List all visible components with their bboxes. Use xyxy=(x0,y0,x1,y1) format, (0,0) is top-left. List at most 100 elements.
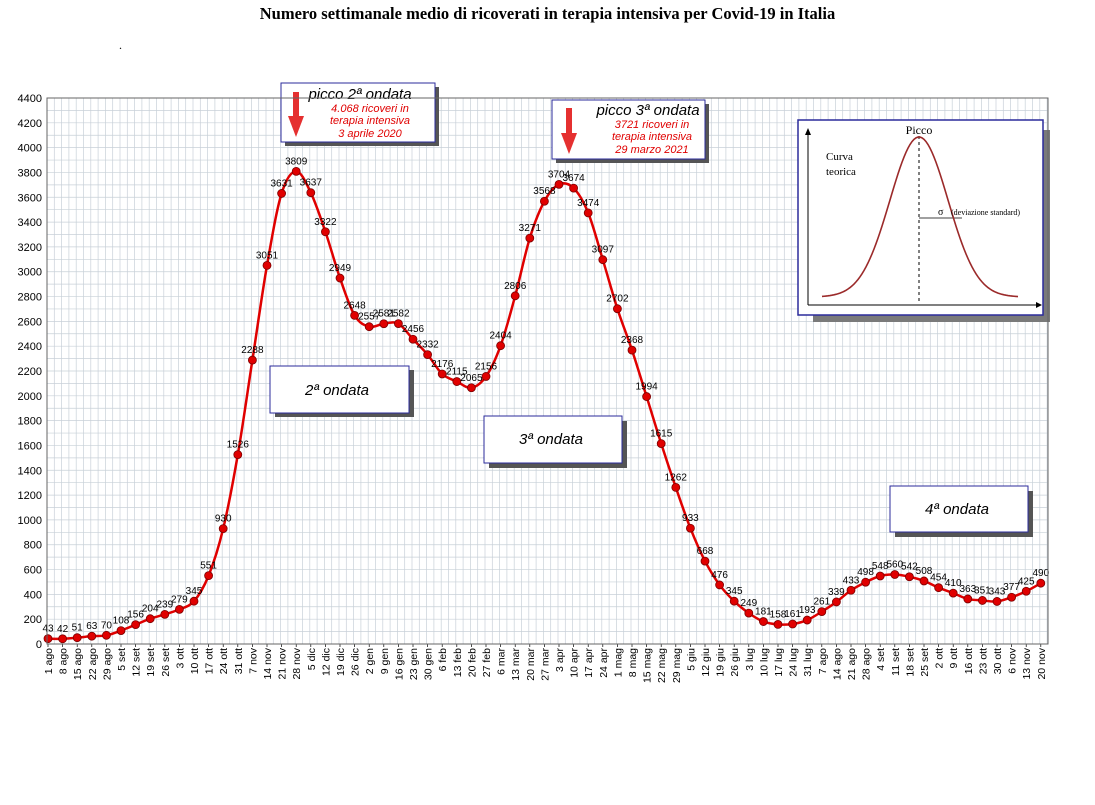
x-tick-label: 26 giu xyxy=(729,648,741,677)
peak3-title: picco 3ª ondata xyxy=(595,102,699,119)
data-label: 3271 xyxy=(519,223,542,234)
wave3-box: 3ª ondata xyxy=(483,415,627,468)
x-tick-label: 3 apr xyxy=(554,648,566,672)
data-label: 249 xyxy=(740,598,757,609)
x-tick-label: 1 ago xyxy=(43,648,55,674)
data-label: 454 xyxy=(930,573,947,584)
x-tick-label: 13 nov xyxy=(1021,647,1033,679)
x-tick-label: 19 giu xyxy=(715,648,727,677)
data-label: 3474 xyxy=(577,198,600,209)
data-label: 668 xyxy=(697,546,714,557)
data-label: 1615 xyxy=(650,429,673,440)
x-tick-label: 2 gen xyxy=(364,648,376,674)
data-label: 279 xyxy=(171,594,188,605)
y-tick-label: 2600 xyxy=(18,316,42,328)
data-point xyxy=(408,334,418,344)
y-tick-label: 3600 xyxy=(18,192,42,204)
data-point xyxy=(540,196,549,206)
x-tick-label: 3 lug xyxy=(744,648,756,671)
x-tick-label: 12 giu xyxy=(700,648,712,677)
x-tick-label: 10 lug xyxy=(758,648,770,677)
x-tick-label: 4 set xyxy=(875,648,887,671)
data-point xyxy=(277,189,287,198)
peak3-line2: terapia intensiva xyxy=(612,131,692,143)
data-point xyxy=(744,608,754,618)
y-tick-label: 1400 xyxy=(18,465,42,477)
x-tick-label: 27 feb xyxy=(481,648,493,677)
inset-sigma: σ xyxy=(938,207,944,218)
x-tick-label: 28 nov xyxy=(291,647,303,679)
x-tick-label: 25 set xyxy=(919,648,931,677)
data-point xyxy=(1007,592,1016,602)
data-point xyxy=(437,369,447,379)
chart-title: Numero settimanale medio di ricoverati i… xyxy=(259,4,836,23)
data-label: 560 xyxy=(886,560,903,571)
data-label: 2702 xyxy=(606,294,629,305)
x-tick-label: 31 ott xyxy=(233,648,245,674)
y-tick-label: 1200 xyxy=(18,490,42,502)
data-label: 3568 xyxy=(533,186,556,197)
y-tick-label: 1800 xyxy=(18,416,42,428)
y-tick-label: 1600 xyxy=(18,440,42,452)
x-tick-label: 19 set xyxy=(145,648,157,677)
data-point xyxy=(715,580,724,590)
inset-curve-label-2: teorica xyxy=(826,166,856,178)
data-point xyxy=(291,166,301,176)
data-point xyxy=(759,617,768,626)
data-label: 42 xyxy=(57,624,69,635)
data-point xyxy=(583,208,593,218)
data-point xyxy=(58,634,67,644)
data-label: 345 xyxy=(186,586,203,597)
data-label: 2648 xyxy=(343,300,366,311)
data-label: 1526 xyxy=(227,440,250,451)
data-label: 108 xyxy=(113,616,130,627)
data-point xyxy=(554,179,564,189)
x-tick-label: 7 ago xyxy=(817,648,829,674)
data-point xyxy=(729,596,739,606)
y-tick-label: 4200 xyxy=(18,118,42,130)
data-point xyxy=(656,439,666,448)
data-labels: 43 42 51 63 70 108156204239279345551930152622… xyxy=(42,156,1049,634)
data-label: 339 xyxy=(828,587,845,598)
x-tick-label: 14 nov xyxy=(262,647,274,679)
x-tick-label: 6 nov xyxy=(1007,647,1019,673)
data-point xyxy=(43,634,53,644)
data-label: 3704 xyxy=(548,169,571,180)
data-label: 204 xyxy=(142,604,159,615)
x-tick-label: 17 apr xyxy=(583,648,595,678)
x-tick-label: 20 mar xyxy=(525,648,537,681)
data-label: 551 xyxy=(200,561,217,572)
series-line xyxy=(47,170,1042,641)
data-label: 433 xyxy=(843,575,860,586)
peak3-arrow-shaft xyxy=(566,108,572,133)
y-tick-labels: 0 200 400 600 800 1000 1200 1400 1600 1800 2000 220… xyxy=(18,93,42,651)
x-tick-label: 23 ott xyxy=(977,648,989,674)
data-point xyxy=(87,631,97,641)
x-tick-label: 15 mag xyxy=(642,648,654,683)
data-label: 1994 xyxy=(635,382,658,393)
x-tick-label: 22 mag xyxy=(656,648,668,683)
data-point xyxy=(423,350,433,360)
x-tick-label: 21 ago xyxy=(846,648,858,680)
peak2-line3: 3 aprile 2020 xyxy=(338,128,402,140)
data-label: 2156 xyxy=(475,361,498,372)
plot-frame xyxy=(46,97,1049,645)
y-tick-label: 2200 xyxy=(18,366,42,378)
data-point xyxy=(335,273,345,283)
data-label: 3674 xyxy=(562,173,585,184)
data-point xyxy=(145,614,155,624)
x-tick-label: 12 dic xyxy=(320,648,332,676)
y-tick-label: 200 xyxy=(24,614,42,626)
peak2-line1: 4.068 ricoveri in xyxy=(331,103,409,115)
data-label: 2065 xyxy=(460,373,483,384)
x-tick-label: 24 ott xyxy=(218,648,230,674)
x-tick-label: 30 gen xyxy=(423,648,435,680)
data-point xyxy=(320,227,330,237)
data-point xyxy=(686,523,695,533)
data-point xyxy=(905,572,914,582)
data-point xyxy=(992,597,1002,606)
wave2-label: 2ª ondata xyxy=(304,382,369,399)
data-label: 3051 xyxy=(256,250,279,261)
data-point xyxy=(1021,586,1031,596)
data-point xyxy=(890,570,900,579)
